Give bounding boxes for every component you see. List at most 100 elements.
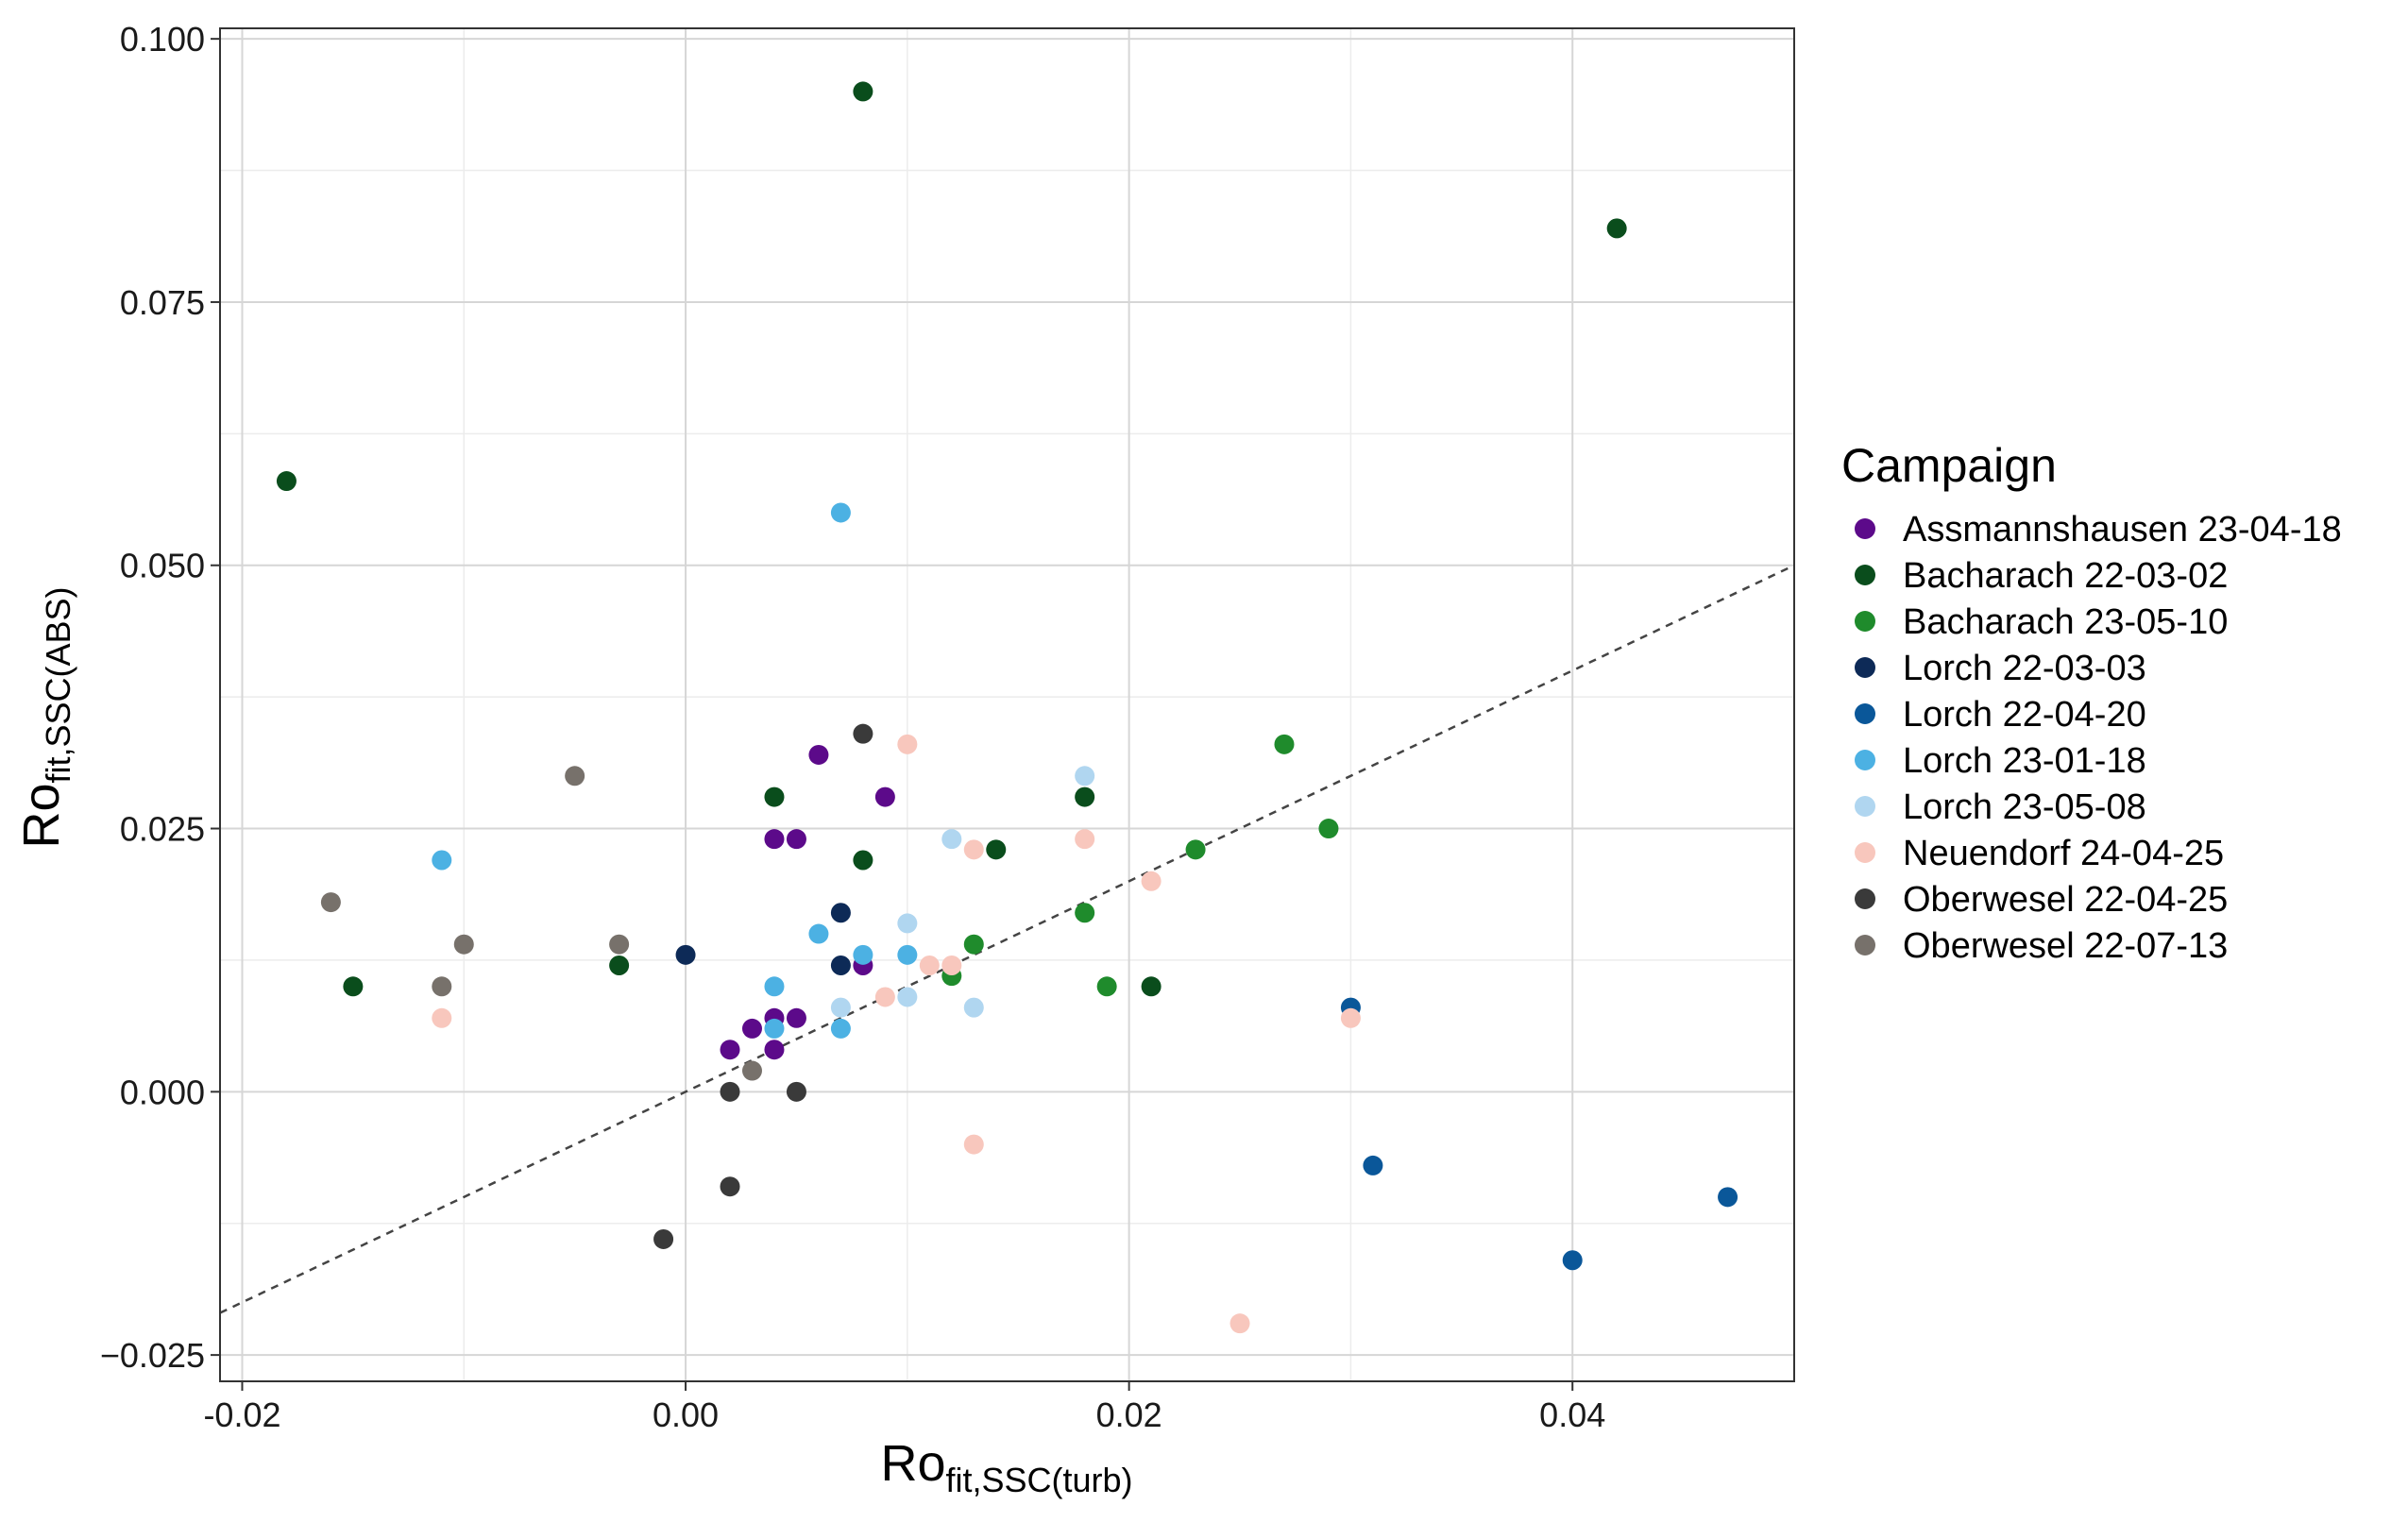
y-tick-label: −0.025 xyxy=(100,1336,205,1375)
data-point xyxy=(764,829,785,850)
minor-gridlines xyxy=(220,28,1794,1381)
legend-key xyxy=(1855,565,1875,585)
data-point xyxy=(720,1176,740,1197)
data-point xyxy=(1318,819,1339,839)
data-point xyxy=(1075,766,1095,786)
data-point xyxy=(963,997,984,1018)
data-point xyxy=(764,1018,785,1039)
data-point xyxy=(1141,871,1162,891)
data-point xyxy=(1185,839,1206,860)
y-tick-label: 0.075 xyxy=(120,283,205,322)
x-tick-label: 0.04 xyxy=(1539,1395,1605,1434)
data-point xyxy=(830,903,851,923)
data-point xyxy=(653,1228,674,1249)
data-point xyxy=(853,81,873,102)
data-point xyxy=(1096,976,1117,997)
identity-reference-line xyxy=(219,564,1795,1314)
data-point xyxy=(874,786,895,807)
data-point xyxy=(941,829,962,850)
data-point xyxy=(897,987,918,1007)
data-point xyxy=(1229,1313,1250,1334)
data-point xyxy=(609,955,630,976)
data-point xyxy=(897,734,918,754)
x-tick-label: 0.02 xyxy=(1096,1395,1162,1434)
data-point xyxy=(786,1081,806,1102)
legend-key xyxy=(1855,888,1875,909)
legend-label: Lorch 23-01-18 xyxy=(1903,741,2146,781)
legend-key xyxy=(1855,657,1875,678)
y-tick-label: 0.000 xyxy=(120,1073,205,1111)
legend-label: Assmannshausen 23-04-18 xyxy=(1903,510,2342,550)
legend-label: Lorch 23-05-08 xyxy=(1903,787,2146,827)
data-point xyxy=(764,786,785,807)
y-tick-label: 0.050 xyxy=(120,547,205,585)
data-point xyxy=(808,744,829,765)
data-point xyxy=(963,1134,984,1155)
plot-panel xyxy=(220,28,1794,1381)
data-point xyxy=(1075,786,1095,807)
data-point xyxy=(830,502,851,523)
legend-key xyxy=(1855,842,1875,863)
data-point xyxy=(1075,903,1095,923)
data-point xyxy=(830,955,851,976)
legend-label: Lorch 22-03-03 xyxy=(1903,649,2146,688)
legend: Assmannshausen 23-04-18 Bacharach 22-03-0… xyxy=(1855,510,2342,966)
data-point xyxy=(1141,976,1162,997)
data-point xyxy=(897,944,918,965)
x-tick-label: 0.00 xyxy=(653,1395,719,1434)
data-point xyxy=(874,987,895,1007)
x-axis: -0.02 0.00 0.02 0.04 xyxy=(203,1381,1605,1434)
data-point xyxy=(720,1081,740,1102)
major-gridlines xyxy=(220,28,1794,1381)
data-point xyxy=(853,850,873,871)
legend-key xyxy=(1855,935,1875,955)
y-axis-title: Rofit,SSC(ABS) xyxy=(13,586,77,848)
legend-label: Lorch 22-04-20 xyxy=(1903,695,2146,735)
data-point xyxy=(320,892,341,913)
data-point xyxy=(1718,1187,1738,1208)
legend-label: Bacharach 23-05-10 xyxy=(1903,602,2228,642)
x-tick-label: -0.02 xyxy=(203,1395,280,1434)
data-point xyxy=(609,934,630,955)
data-point xyxy=(764,1040,785,1060)
legend-key xyxy=(1855,703,1875,724)
legend-label: Neuendorf 24-04-25 xyxy=(1903,834,2224,873)
data-point xyxy=(432,850,452,871)
data-point xyxy=(1363,1155,1383,1175)
data-point xyxy=(963,934,984,955)
data-point xyxy=(830,997,851,1018)
data-point xyxy=(897,913,918,934)
data-point xyxy=(741,1060,762,1081)
data-points xyxy=(276,81,1738,1334)
data-point xyxy=(786,1007,806,1028)
data-point xyxy=(675,944,696,965)
data-point xyxy=(941,955,962,976)
legend-label: Oberwesel 22-07-13 xyxy=(1903,926,2228,966)
legend-label: Bacharach 22-03-02 xyxy=(1903,556,2228,596)
data-point xyxy=(853,944,873,965)
data-point xyxy=(565,766,585,786)
data-point xyxy=(1562,1250,1583,1271)
data-point xyxy=(720,1040,740,1060)
y-axis: −0.025 0.000 0.025 0.050 0.075 0.100 xyxy=(100,20,220,1375)
data-point xyxy=(741,1018,762,1039)
data-point xyxy=(1274,734,1295,754)
y-tick-label: 0.100 xyxy=(120,20,205,59)
data-point xyxy=(808,923,829,944)
x-axis-title: Rofit,SSC(turb) xyxy=(880,1435,1132,1499)
legend-label: Oberwesel 22-04-25 xyxy=(1903,880,2228,920)
legend-key xyxy=(1855,750,1875,770)
data-point xyxy=(453,934,474,955)
data-point xyxy=(986,839,1007,860)
data-point xyxy=(853,723,873,744)
data-point xyxy=(1075,829,1095,850)
legend-key xyxy=(1855,518,1875,539)
y-tick-label: 0.025 xyxy=(120,810,205,849)
data-point xyxy=(919,955,940,976)
data-point xyxy=(786,829,806,850)
data-point xyxy=(432,976,452,997)
legend-key xyxy=(1855,611,1875,632)
plot-panel-border xyxy=(219,27,1795,1382)
legend-key xyxy=(1855,796,1875,817)
data-point xyxy=(343,976,364,997)
